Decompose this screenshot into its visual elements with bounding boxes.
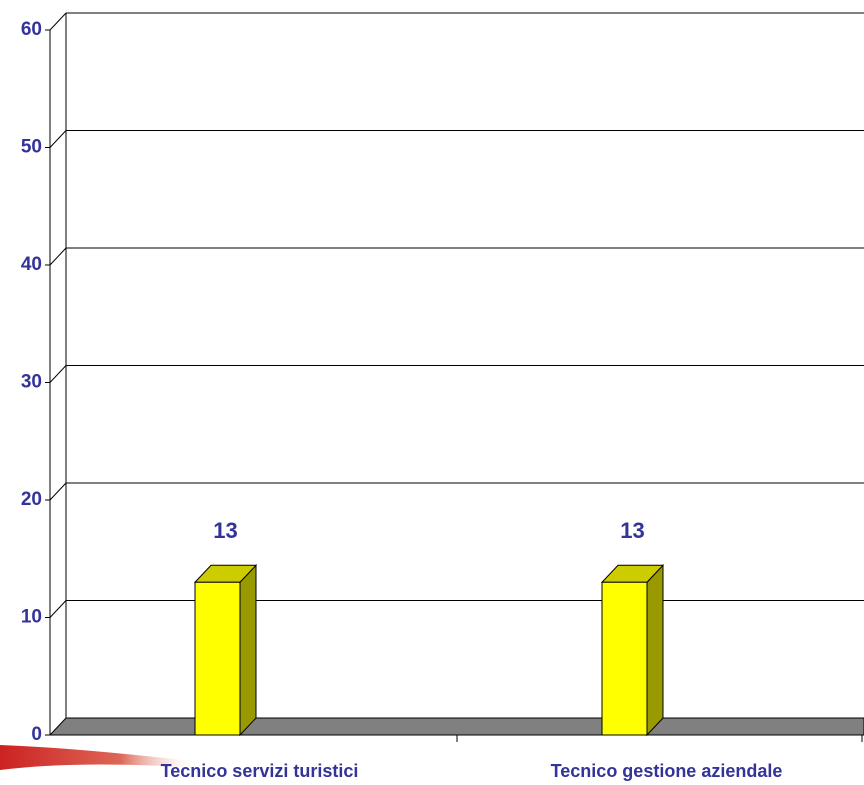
y-tick-label: 60 xyxy=(21,19,42,40)
bar-side xyxy=(239,563,257,737)
y-tick-label: 30 xyxy=(21,372,42,393)
x-tick-label: Tecnico gestione aziendale xyxy=(551,761,783,781)
data-label: 13 xyxy=(620,518,644,543)
bar xyxy=(601,581,648,736)
grid-line xyxy=(49,365,67,383)
grid-line xyxy=(49,482,67,501)
grid-line xyxy=(49,130,67,148)
y-tick-label: 40 xyxy=(21,254,42,275)
y-tick-label: 10 xyxy=(21,607,42,628)
y-tick-label: 50 xyxy=(21,137,42,158)
floor xyxy=(48,717,864,736)
data-label: 13 xyxy=(213,518,237,543)
grid-line xyxy=(49,247,67,266)
grid-line xyxy=(49,600,67,618)
y-tick-label: 20 xyxy=(21,489,42,510)
bar xyxy=(194,581,241,736)
decoration-swoosh xyxy=(0,745,200,770)
y-tick-label: 0 xyxy=(31,724,42,745)
x-tick-label: Tecnico servizi turistici xyxy=(161,761,359,781)
bar-side xyxy=(646,563,664,737)
grid-line xyxy=(49,12,67,31)
